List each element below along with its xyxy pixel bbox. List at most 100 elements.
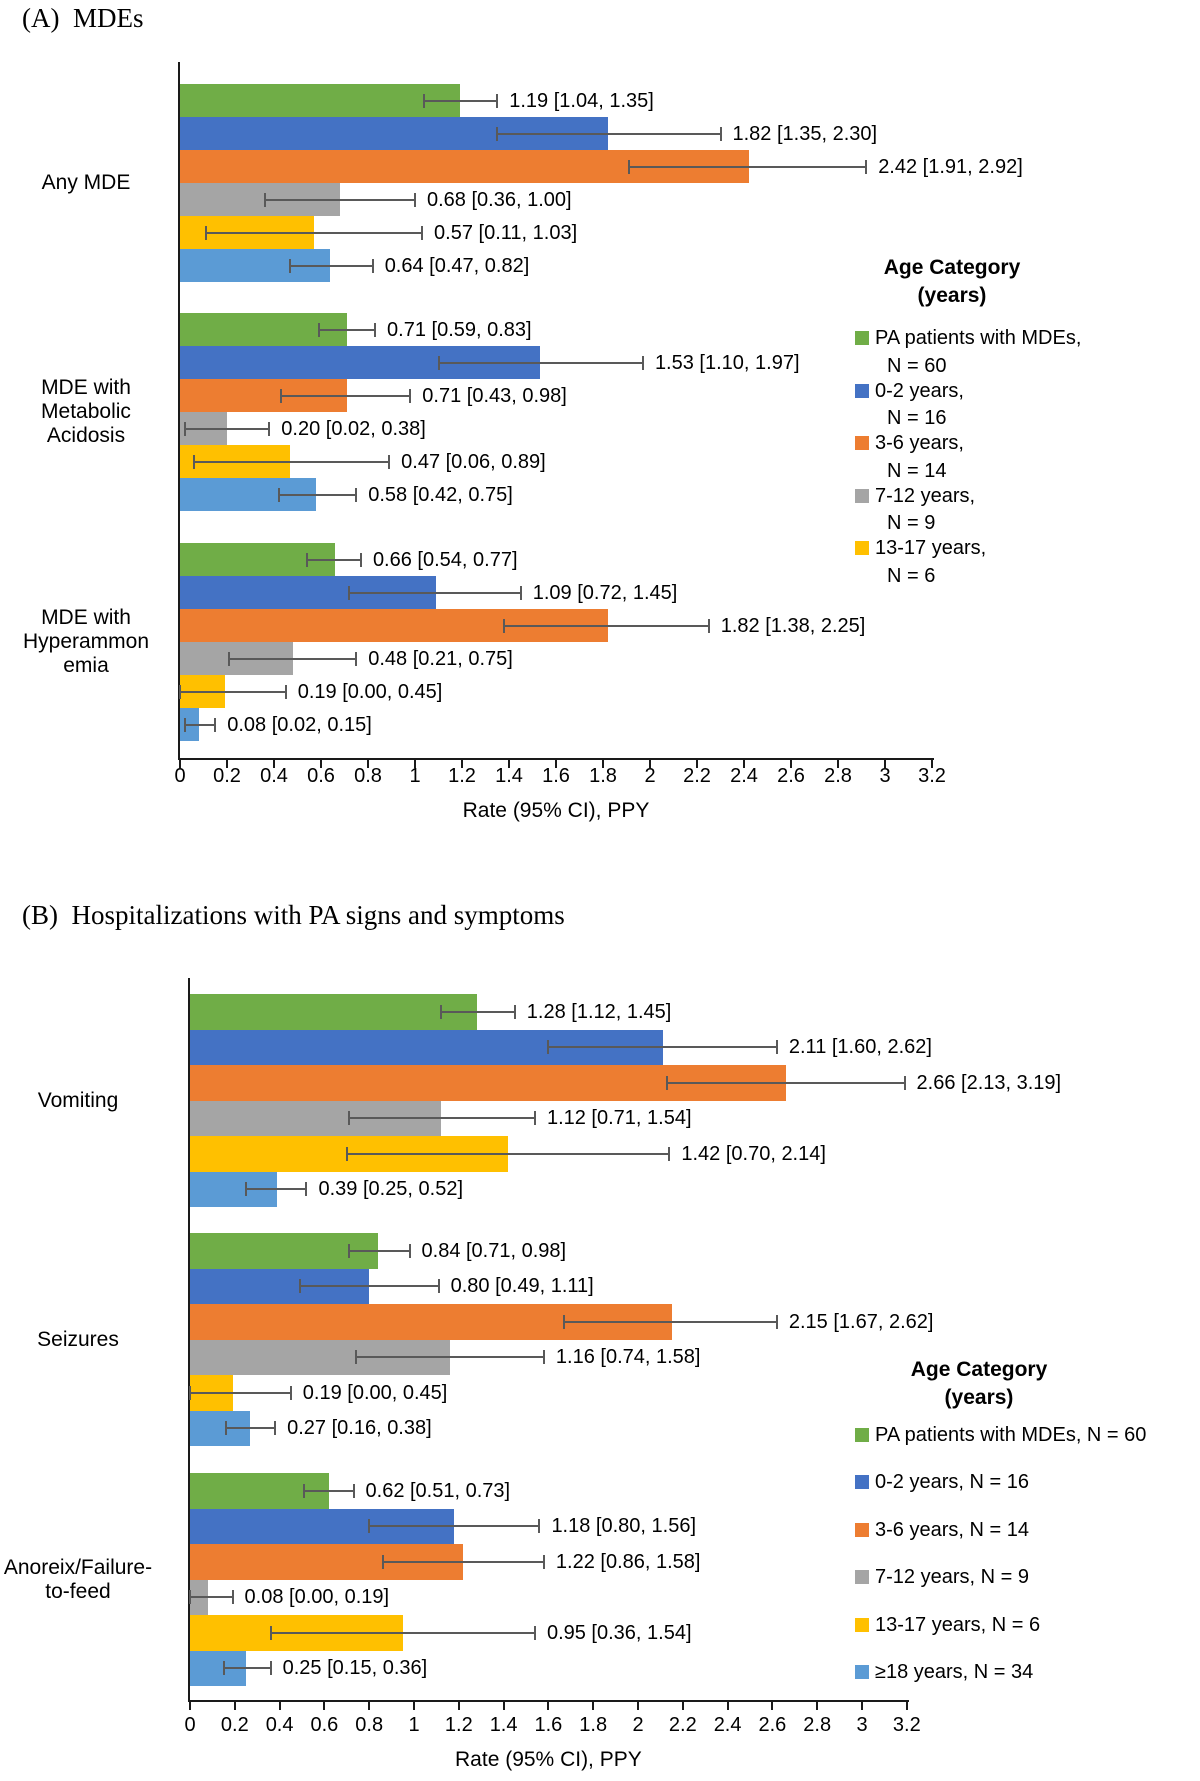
category-label: MDE with <box>41 606 131 629</box>
category-label: Any MDE <box>41 171 131 194</box>
error-bar-cap-low <box>183 421 186 436</box>
error-bar-line <box>504 624 709 627</box>
error-bar-line <box>184 427 270 430</box>
x-axis-tick <box>502 1702 505 1710</box>
value-label: 0.71 [0.59, 0.83] <box>387 318 532 341</box>
x-axis-tick-label: 1.4 <box>495 765 523 787</box>
error-bar-cap-high <box>641 355 644 370</box>
category-label: Seizures <box>37 1327 119 1351</box>
error-bar-cap-high <box>513 1004 516 1019</box>
x-axis-tick-label: 1.4 <box>489 1714 518 1736</box>
error-bar-line <box>246 1188 307 1191</box>
error-bar-cap-high <box>371 258 374 273</box>
error-bar-cap-high <box>352 1483 355 1498</box>
error-bar-cap-low <box>368 1519 371 1534</box>
bar-13-17-years <box>190 1136 509 1172</box>
panel-a-title: (A) MDEs <box>22 3 144 33</box>
bar--18-years <box>190 1410 251 1446</box>
x-axis-tick-label: 1.2 <box>444 1714 473 1736</box>
error-bar-line <box>205 231 423 234</box>
error-bar-line <box>281 394 411 397</box>
category-label: Anoreix/Failure- <box>3 1555 153 1579</box>
error-bar-line <box>290 264 373 267</box>
category-label: Hyperammon <box>22 630 150 653</box>
legend-entry-label: N = 9 <box>887 512 936 535</box>
x-axis-tick-label: 0 <box>184 1714 196 1736</box>
x-axis-tick-label: 2.2 <box>683 765 711 787</box>
value-label: 1.42 [0.70, 2.14] <box>681 1142 826 1165</box>
bar-13-17-years <box>190 1375 233 1411</box>
error-bar-cap-low <box>381 1554 384 1569</box>
x-axis-tick-label: 2.2 <box>668 1714 697 1736</box>
error-bar-line <box>318 328 376 331</box>
x-axis-tick-label: 1 <box>409 765 421 787</box>
x-axis-tick <box>414 760 416 768</box>
bar--18-years <box>190 1650 246 1686</box>
legend-entry-label: PA patients with MDEs, <box>875 327 1082 349</box>
error-bar-line <box>349 1249 410 1252</box>
error-bar-cap-low <box>348 1243 351 1258</box>
x-axis-tick <box>273 760 275 768</box>
error-bar-cap-high <box>409 388 412 403</box>
error-bar-line <box>194 460 390 463</box>
value-label: 0.19 [0.00, 0.45] <box>297 680 443 703</box>
x-axis-tick <box>696 760 698 768</box>
value-label: 1.16 [0.74, 1.58] <box>555 1346 701 1369</box>
error-bar-cap-low <box>183 717 186 732</box>
value-label: 1.53 [1.10, 1.97] <box>654 351 800 374</box>
value-label: 0.80 [0.49, 1.11] <box>450 1275 594 1298</box>
error-bar-cap-high <box>421 225 424 240</box>
value-label: 1.22 [0.86, 1.58] <box>555 1550 701 1573</box>
legend-entry-label: N = 60 <box>887 354 947 377</box>
x-axis-tick-label: 0.2 <box>220 1714 249 1736</box>
legend-entry-label: PA patients with MDEs, N = 60 <box>875 1424 1147 1446</box>
legend-swatch <box>855 1665 869 1679</box>
error-bar-cap-low <box>348 585 351 600</box>
error-bar-line <box>223 1667 271 1670</box>
x-axis-tick-label: 0.4 <box>260 765 288 787</box>
error-bar-cap-low <box>189 1590 191 1605</box>
x-axis-tick-label: 3 <box>879 765 891 787</box>
value-label: 0.71 [0.43, 0.98] <box>422 384 567 407</box>
error-bar-line <box>190 1596 233 1599</box>
error-bar-line <box>628 165 867 168</box>
x-axis-line <box>178 758 934 760</box>
error-bar-cap-high <box>538 1519 541 1534</box>
error-bar-cap-high <box>408 1243 411 1258</box>
bar-0-2-years <box>180 576 437 609</box>
value-label: 0.66 [0.54, 0.77] <box>372 548 518 571</box>
error-bar-cap-low <box>547 1040 550 1055</box>
error-bar-line <box>497 132 721 135</box>
bar-3-6-years <box>180 609 608 642</box>
error-bar-cap-high <box>519 585 522 600</box>
error-bar-cap-high <box>214 717 217 732</box>
error-bar-line <box>369 1525 540 1528</box>
error-bar-line <box>225 1427 276 1430</box>
bar--18-years <box>180 478 317 511</box>
legend-swatch <box>855 331 869 345</box>
error-bar-cap-low <box>303 1483 306 1498</box>
error-bar-cap-low <box>298 1279 301 1294</box>
y-axis-line <box>188 978 190 1702</box>
bar-7-12-years <box>190 1579 208 1615</box>
x-axis-tick <box>743 760 745 768</box>
value-label: 0.58 [0.42, 0.75] <box>368 483 513 506</box>
value-label: 0.08 [0.02, 0.15] <box>227 713 372 736</box>
error-bar-cap-high <box>903 1075 906 1090</box>
value-label: 0.64 [0.47, 0.82] <box>384 254 530 277</box>
x-axis-tick <box>905 1702 908 1710</box>
value-label: 0.19 [0.00, 0.45] <box>302 1381 448 1404</box>
bar-pa-patients-with-mdes <box>190 1473 329 1509</box>
bar-3-6-years <box>190 1304 672 1340</box>
legend-swatch <box>855 1428 869 1442</box>
value-label: 2.11 [1.60, 2.62] <box>788 1036 932 1059</box>
error-bar-line <box>229 657 357 660</box>
x-axis-tick <box>320 760 322 768</box>
legend-title: Age Category <box>910 1358 1048 1381</box>
error-bar-line <box>355 1356 544 1359</box>
value-label: 0.47 [0.06, 0.89] <box>401 450 546 473</box>
value-label: 2.42 [1.91, 2.92] <box>878 155 1023 178</box>
legend-entry-label: N = 6 <box>887 564 936 587</box>
value-label: 0.27 [0.16, 0.38] <box>287 1417 432 1440</box>
bar-0-2-years <box>190 1268 370 1304</box>
